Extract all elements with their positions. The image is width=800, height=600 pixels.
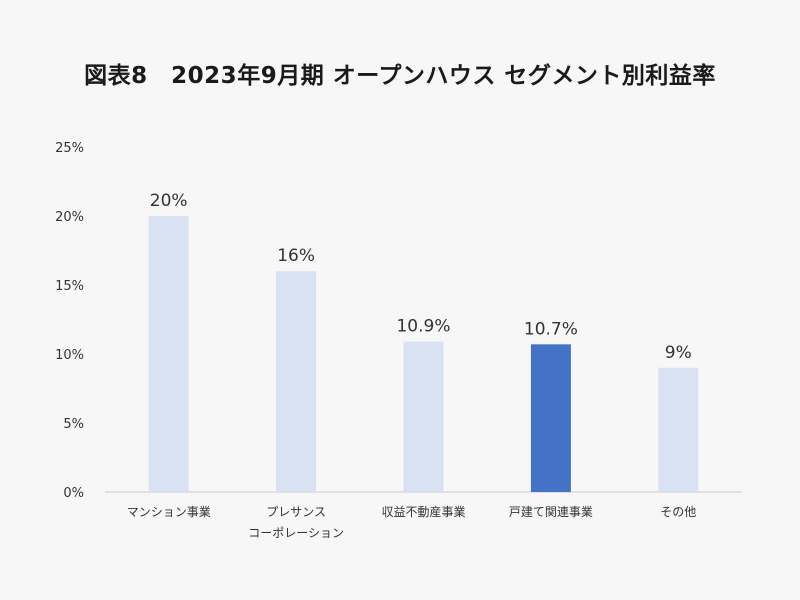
x-tick-label: マンション事業 (127, 505, 211, 519)
x-tick-label: 戸建て関連事業 (509, 505, 593, 519)
data-label: 10.9% (396, 317, 450, 337)
y-tick-label: 5% (63, 417, 84, 432)
data-label: 9% (665, 343, 692, 363)
data-label: 20% (150, 191, 188, 211)
x-tick-label: 収益不動産事業 (381, 504, 465, 519)
chart-title: 図表8 2023年9月期 オープンハウス セグメント別利益率 (84, 63, 716, 89)
x-tick-label: コーポレーション (248, 526, 344, 540)
y-tick-label: 25% (55, 141, 84, 156)
y-tick-label: 15% (55, 279, 84, 294)
bar (276, 271, 317, 492)
bar (148, 216, 189, 492)
y-tick-label: 10% (55, 348, 84, 363)
x-tick-label: プレサンス (266, 505, 326, 519)
x-tick-label: その他 (660, 505, 696, 519)
data-label: 16% (277, 246, 315, 266)
bar (403, 341, 444, 492)
y-tick-label: 20% (55, 210, 84, 225)
bar (530, 344, 571, 492)
y-tick-label: 0% (63, 486, 84, 501)
data-label: 10.7% (524, 319, 578, 339)
bar (658, 367, 699, 492)
